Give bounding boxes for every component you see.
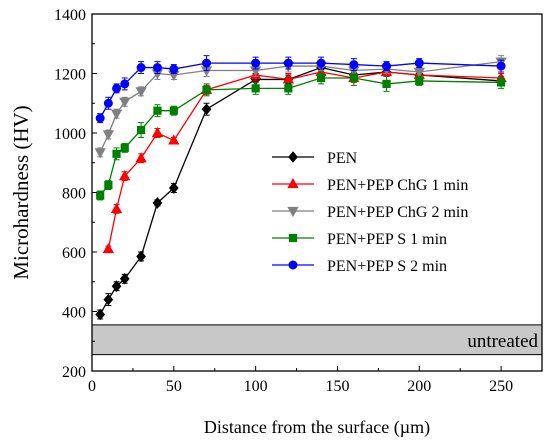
legend-item-pen-pep-chg-1-min: PEN+PEP ChG 1 min (272, 177, 468, 194)
data-point (136, 250, 146, 263)
legend-item-pen-pep-s-1-min: PEN+PEP S 1 min (272, 231, 447, 248)
data-point (119, 97, 131, 108)
y-axis-title: Microhardness (HV) (9, 105, 33, 279)
series-pen-pep-chg-1-min (102, 65, 507, 254)
y-tick-label: 1000 (54, 126, 86, 143)
data-point (349, 73, 358, 83)
data-point (168, 182, 179, 194)
data-point (283, 58, 293, 68)
data-point (414, 58, 424, 68)
untreated-band-label: untreated (467, 331, 538, 352)
series-layer (94, 55, 507, 321)
data-point (95, 308, 106, 321)
data-point (496, 61, 506, 71)
x-tick-label: 50 (166, 378, 182, 395)
data-point (95, 113, 105, 123)
data-point (202, 58, 212, 68)
data-point (284, 84, 293, 93)
data-point (120, 143, 129, 152)
legend-label: PEN+PEP S 1 min (327, 231, 447, 248)
data-point (496, 78, 506, 87)
data-point (413, 67, 425, 79)
x-tick-label: 250 (489, 378, 513, 395)
y-tick-label: 1400 (54, 7, 86, 24)
data-point (103, 293, 114, 306)
legend: PEN PEN+PEP ChG 1 min PEN+PEP ChG 2 min PEN… (272, 150, 468, 275)
data-point (136, 63, 146, 73)
series-pen-pep-s-2-min (95, 55, 506, 124)
data-point (415, 76, 424, 86)
data-point (119, 170, 131, 181)
data-point (110, 109, 123, 120)
x-tick-label: 200 (407, 378, 431, 395)
axes-layer: 200 400 600 800 1000 1200 1400 0 50 100 150 200 250 (54, 7, 513, 395)
data-point (135, 152, 147, 163)
y-tick-label: 200 (62, 364, 86, 381)
legend-item-pen: PEN (272, 150, 358, 167)
y-tick-label: 400 (62, 305, 86, 322)
y-tick-label: 800 (62, 186, 86, 203)
legend-label: PEN (327, 150, 358, 167)
legend-item-pen-pep-s-2-min: PEN+PEP S 2 min (272, 258, 447, 275)
data-point (104, 180, 113, 190)
x-axis-title: Distance from the surface (µm) (204, 417, 430, 438)
data-point (135, 87, 147, 98)
data-point (102, 242, 115, 254)
legend-marker (288, 260, 298, 270)
legend-label: PEN+PEP ChG 1 min (327, 177, 468, 194)
data-point (96, 191, 105, 200)
legend-marker (288, 151, 298, 163)
untreated-band (91, 324, 543, 356)
data-point (120, 79, 130, 89)
data-point (119, 272, 130, 285)
data-point (349, 60, 359, 70)
data-point (112, 83, 122, 93)
legend-marker (288, 233, 298, 243)
data-point (151, 126, 164, 138)
data-point (112, 149, 121, 158)
x-tick-label: 100 (244, 378, 268, 395)
legend-item-pen-pep-chg-2-min: PEN+PEP ChG 2 min (272, 204, 468, 221)
x-tick-label: 0 (88, 378, 96, 395)
data-point (136, 125, 146, 135)
y-tick-label: 600 (62, 245, 86, 262)
data-point (153, 106, 162, 115)
data-point (152, 63, 162, 73)
data-point (169, 64, 179, 74)
data-point (382, 79, 391, 89)
data-point (316, 73, 326, 83)
legend-marker (287, 206, 299, 218)
data-point (152, 197, 163, 209)
data-point (169, 106, 178, 115)
untreated-band-group: untreated (91, 324, 543, 356)
data-point (316, 58, 326, 68)
x-tick-label: 150 (325, 378, 349, 395)
data-point (201, 103, 212, 115)
data-point (202, 85, 211, 94)
series-pen-pep-s-1-min (96, 70, 506, 201)
legend-label: PEN+PEP S 2 min (327, 258, 447, 275)
data-point (382, 61, 392, 71)
legend-marker (287, 177, 299, 189)
data-point (111, 280, 122, 292)
data-point (102, 130, 115, 141)
data-point (103, 98, 113, 108)
y-tick-label: 1200 (54, 67, 86, 84)
data-point (251, 84, 260, 93)
data-point (110, 202, 123, 213)
data-point (94, 148, 106, 159)
series-line-pen-pep-chg-1-min (107, 71, 502, 250)
legend-label: PEN+PEP ChG 2 min (327, 204, 468, 221)
data-point (251, 58, 261, 68)
data-point (168, 134, 180, 145)
